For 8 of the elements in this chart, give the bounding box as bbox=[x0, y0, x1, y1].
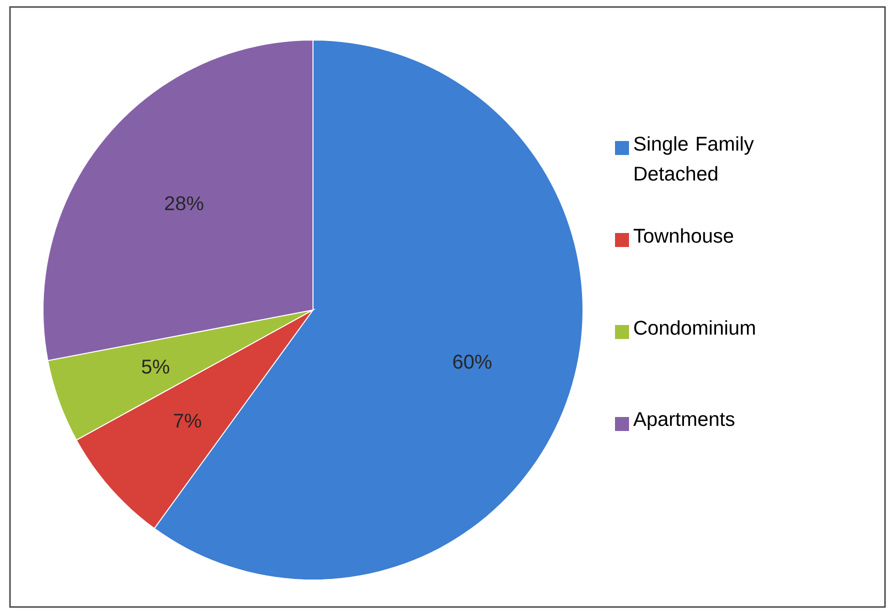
data-label: 60% bbox=[453, 354, 492, 369]
data-label: 28% bbox=[165, 196, 204, 210]
legend-label: Apartments bbox=[633, 412, 734, 430]
legend-label: Single Family Detached bbox=[634, 136, 754, 181]
data-label: 5% bbox=[142, 360, 170, 374]
legend-label: Townhouse bbox=[634, 228, 734, 243]
data-label: 7% bbox=[174, 414, 202, 428]
legend-label: Condominium bbox=[634, 320, 755, 335]
